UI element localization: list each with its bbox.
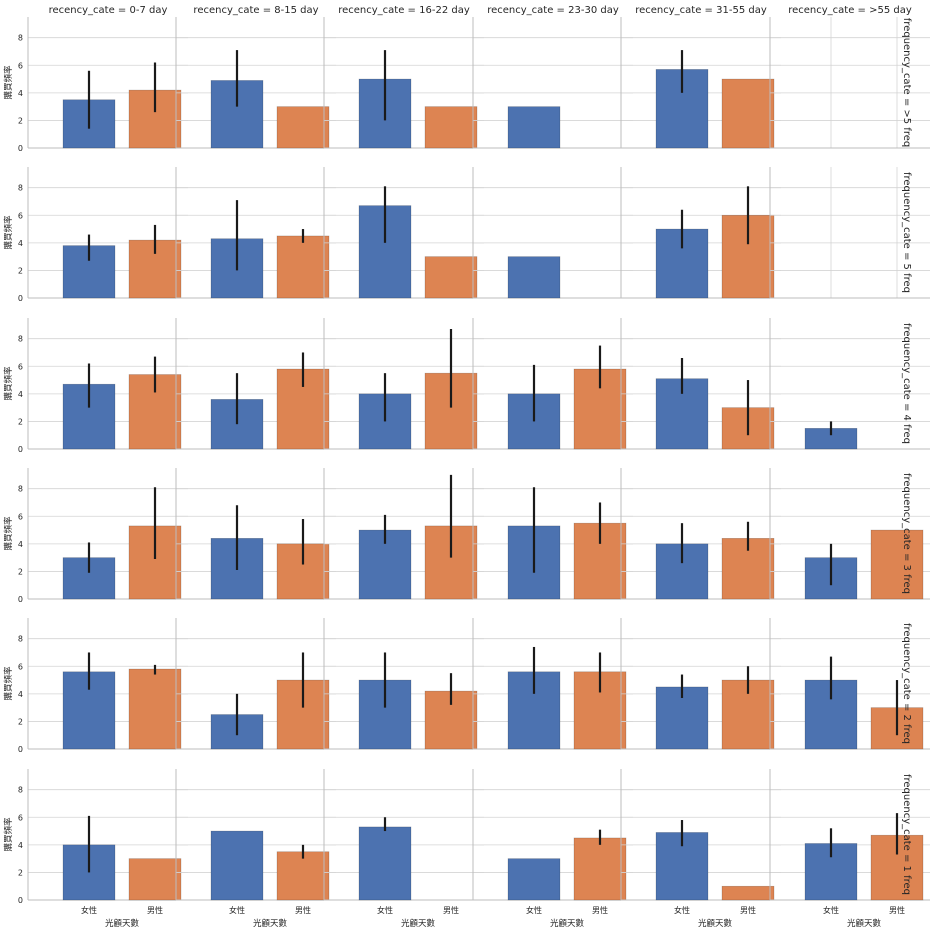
bar <box>210 80 264 149</box>
y-tick-label: 8 <box>18 485 23 494</box>
y-axis-label: 購買頻率 <box>3 215 14 250</box>
bar <box>128 374 182 450</box>
y-tick-label: 4 <box>18 841 23 850</box>
row-title: frequency_cate = 1 freq <box>901 774 912 895</box>
y-tick-label: 6 <box>18 362 23 371</box>
x-tick-label: 男性 <box>889 905 905 915</box>
y-tick-label: 2 <box>18 868 23 877</box>
bar <box>210 830 264 901</box>
y-tick-label: 4 <box>18 390 23 399</box>
bar <box>424 106 478 149</box>
x-tick-label: 女性 <box>229 905 245 915</box>
y-tick-label: 2 <box>18 567 23 576</box>
y-tick-label: 8 <box>18 786 23 795</box>
bar <box>507 858 561 901</box>
y-tick-label: 2 <box>18 717 23 726</box>
column-title: recency_cate = >55 day <box>788 5 912 16</box>
y-axis-label: 購買頻率 <box>3 817 14 852</box>
x-tick-label: 女性 <box>81 905 97 915</box>
column-title: recency_cate = 16-22 day <box>338 5 470 16</box>
y-tick-label: 8 <box>18 34 23 43</box>
row-title: frequency_cate = 2 freq <box>901 623 912 744</box>
bar <box>424 256 478 299</box>
bar <box>721 78 775 149</box>
column-title: recency_cate = 23-30 day <box>487 5 619 16</box>
x-axis-label: 光顧天數 <box>698 918 733 929</box>
y-axis-label: 購買頻率 <box>3 65 14 100</box>
x-axis-label: 光顧天數 <box>105 918 140 929</box>
column-title: recency_cate = 31-55 day <box>635 5 767 16</box>
y-tick-label: 2 <box>18 417 23 426</box>
y-axis-label: 購買頻率 <box>3 366 14 401</box>
y-tick-label: 6 <box>18 61 23 70</box>
y-tick-label: 8 <box>18 335 23 344</box>
y-axis-label: 購買頻率 <box>3 666 14 701</box>
x-tick-label: 男性 <box>295 905 311 915</box>
row-title: frequency_cate = >5 freq <box>901 18 912 147</box>
x-tick-label: 女性 <box>526 905 542 915</box>
y-tick-label: 0 <box>18 595 23 604</box>
bar <box>276 106 330 149</box>
y-tick-label: 4 <box>18 239 23 248</box>
y-tick-label: 6 <box>18 211 23 220</box>
bar <box>870 529 924 600</box>
bar <box>128 668 182 750</box>
y-tick-label: 6 <box>18 512 23 521</box>
x-axis-label: 光顧天數 <box>253 918 288 929</box>
bar <box>804 679 858 750</box>
x-axis-label: 光顧天數 <box>401 918 436 929</box>
y-tick-label: 2 <box>18 266 23 275</box>
x-tick-label: 男性 <box>740 905 756 915</box>
bar <box>507 256 561 299</box>
bar <box>358 826 412 901</box>
y-tick-label: 0 <box>18 144 23 153</box>
x-tick-label: 男性 <box>443 905 459 915</box>
bar <box>128 858 182 901</box>
y-tick-label: 0 <box>18 745 23 754</box>
bar <box>276 235 330 299</box>
y-tick-label: 4 <box>18 89 23 98</box>
row-title: frequency_cate = 5 freq <box>901 172 912 293</box>
x-tick-label: 女性 <box>823 905 839 915</box>
y-tick-label: 6 <box>18 813 23 822</box>
bar <box>573 837 627 901</box>
x-tick-label: 男性 <box>147 905 163 915</box>
column-title: recency_cate = 8-15 day <box>193 5 318 16</box>
bar <box>507 106 561 149</box>
y-tick-label: 0 <box>18 294 23 303</box>
y-tick-label: 0 <box>18 896 23 905</box>
x-tick-label: 女性 <box>674 905 690 915</box>
y-tick-label: 2 <box>18 116 23 125</box>
bar <box>276 851 330 901</box>
y-axis-label: 購買頻率 <box>3 516 14 551</box>
y-tick-label: 8 <box>18 635 23 644</box>
bar <box>721 885 775 901</box>
bar <box>424 690 478 750</box>
column-title: recency_cate = 0-7 day <box>49 5 168 16</box>
x-axis-label: 光顧天數 <box>847 918 882 929</box>
x-tick-label: 男性 <box>592 905 608 915</box>
row-title: frequency_cate = 4 freq <box>901 323 912 444</box>
x-axis-label: 光顧天數 <box>550 918 585 929</box>
row-title: frequency_cate = 3 freq <box>901 473 912 594</box>
y-tick-label: 4 <box>18 690 23 699</box>
y-tick-label: 8 <box>18 184 23 193</box>
y-tick-label: 4 <box>18 540 23 549</box>
x-tick-label: 女性 <box>377 905 393 915</box>
y-tick-label: 6 <box>18 662 23 671</box>
y-tick-label: 0 <box>18 445 23 454</box>
